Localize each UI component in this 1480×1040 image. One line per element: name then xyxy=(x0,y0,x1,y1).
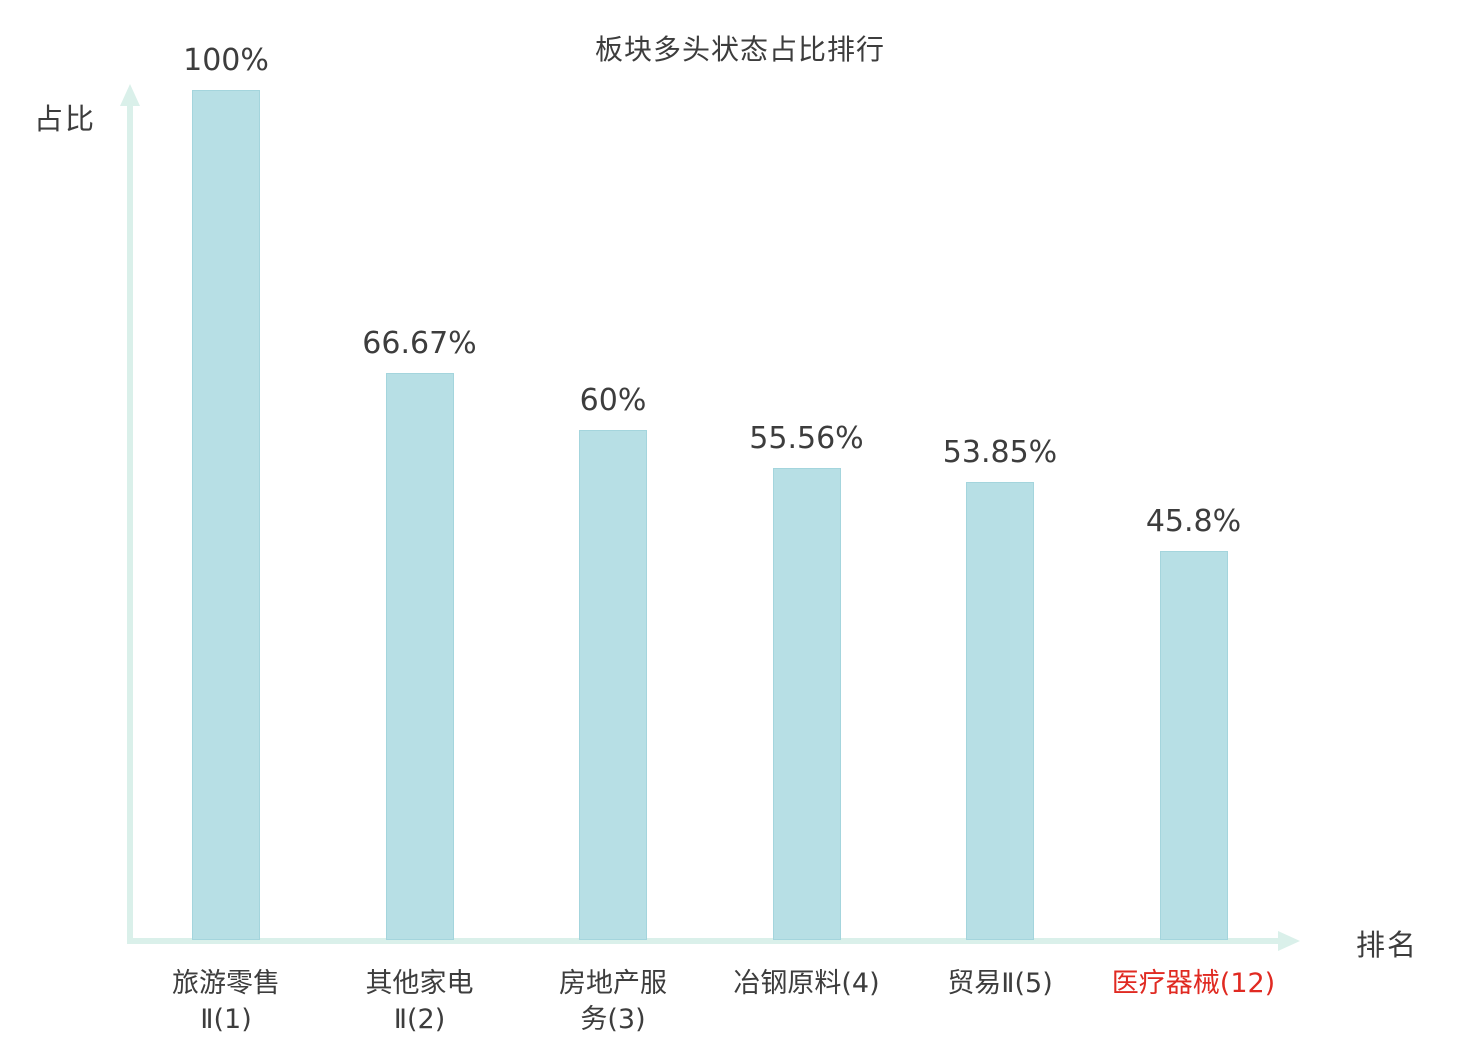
value-label-2: 60% xyxy=(579,383,647,418)
bar-5 xyxy=(1159,550,1228,940)
bar-3 xyxy=(772,467,841,940)
category-label-3: 冶钢原料(4) xyxy=(733,968,880,999)
value-label-1: 66.67% xyxy=(362,326,477,362)
chart-title: 板块多头状态占比排行 xyxy=(594,33,885,66)
category-label-2: 房地产服 务(3) xyxy=(559,968,667,1035)
bar-2 xyxy=(579,430,647,940)
y-axis-label: 占比 xyxy=(34,102,97,136)
value-label-3: 55.56% xyxy=(749,420,864,456)
value-label-4: 53.85% xyxy=(942,435,1058,471)
category-label-5: 医疗器械(12) xyxy=(1111,968,1276,999)
category-label-0: 旅游零售 Ⅱ(1) xyxy=(172,968,280,1035)
bar-1 xyxy=(385,373,454,940)
x-axis-arrow-icon xyxy=(1278,931,1300,951)
value-label-0: 100% xyxy=(183,43,269,78)
bar-4 xyxy=(966,482,1034,940)
x-axis-label: 排名 xyxy=(1356,928,1419,962)
category-label-4: 贸易Ⅱ(5) xyxy=(947,968,1053,999)
category-label-1: 其他家电 Ⅱ(2) xyxy=(365,968,474,1035)
bar-0 xyxy=(192,90,260,940)
value-label-5: 45.8% xyxy=(1145,503,1242,539)
y-axis-arrow-icon xyxy=(120,84,140,106)
